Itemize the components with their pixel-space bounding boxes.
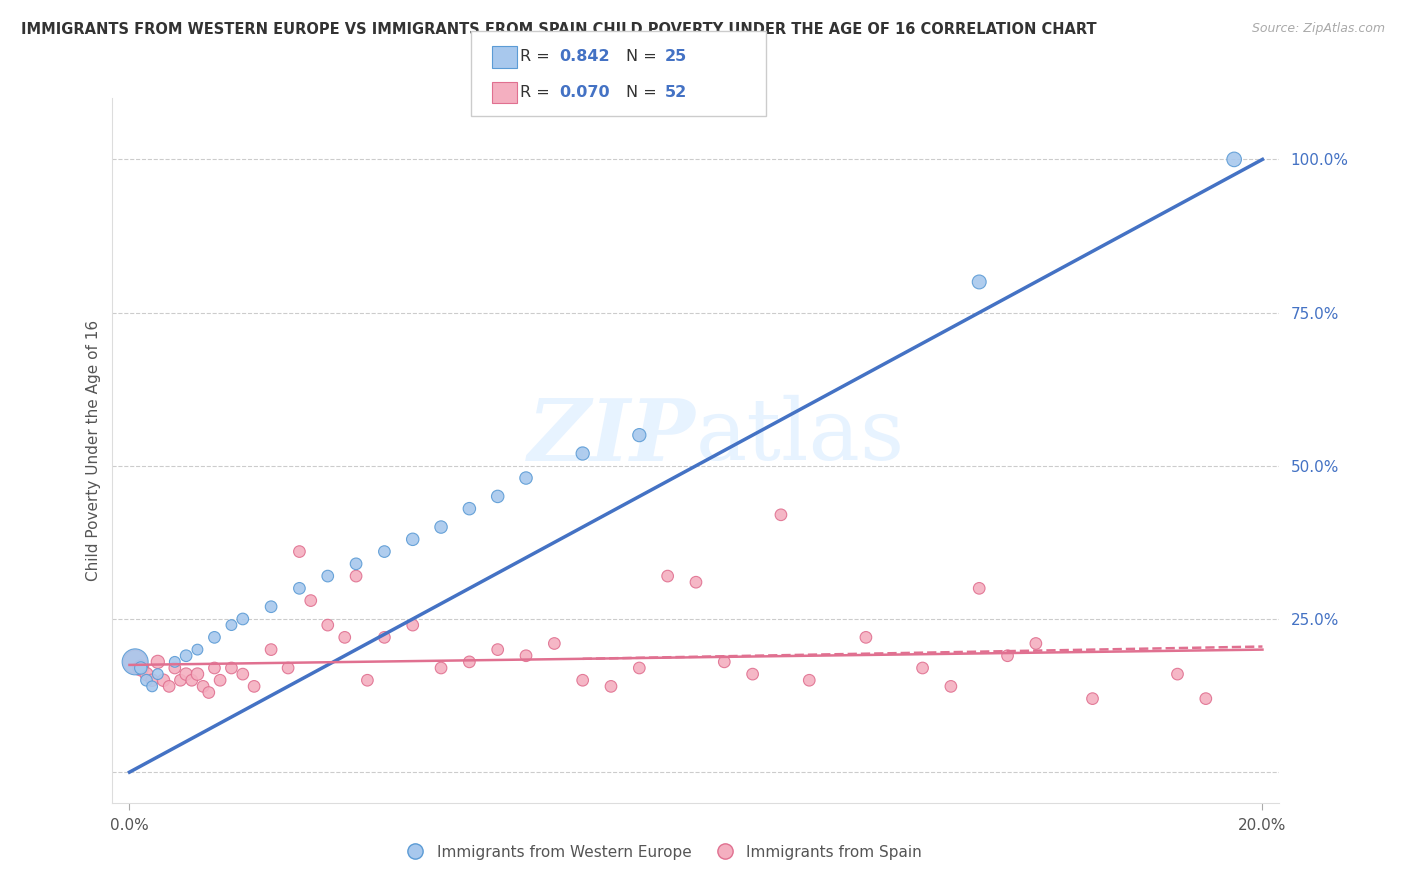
Point — [356, 673, 378, 688]
Point — [141, 673, 163, 688]
Text: N =: N = — [626, 85, 662, 100]
Text: Source: ZipAtlas.com: Source: ZipAtlas.com — [1251, 22, 1385, 36]
Point — [373, 544, 395, 558]
Point — [571, 673, 593, 688]
Point — [204, 631, 226, 645]
Point — [458, 655, 481, 669]
Point — [685, 575, 707, 590]
Point — [344, 569, 367, 583]
Point — [191, 679, 214, 693]
Point — [628, 661, 651, 675]
Point — [277, 661, 299, 675]
Point — [430, 661, 453, 675]
Point — [402, 533, 425, 547]
Point — [129, 661, 152, 675]
Point — [373, 631, 395, 645]
Point — [997, 648, 1019, 663]
Point — [152, 673, 174, 688]
Point — [174, 667, 197, 681]
Text: N =: N = — [626, 49, 662, 64]
Point — [430, 520, 453, 534]
Point — [299, 593, 322, 607]
Point — [1025, 636, 1047, 650]
Text: R =: R = — [520, 85, 555, 100]
Text: IMMIGRANTS FROM WESTERN EUROPE VS IMMIGRANTS FROM SPAIN CHILD POVERTY UNDER THE : IMMIGRANTS FROM WESTERN EUROPE VS IMMIGR… — [21, 22, 1097, 37]
Point — [1223, 153, 1246, 167]
Legend: Immigrants from Western Europe, Immigrants from Spain: Immigrants from Western Europe, Immigran… — [394, 838, 928, 865]
Point — [628, 428, 651, 442]
Point — [657, 569, 679, 583]
Text: R =: R = — [520, 49, 555, 64]
Point — [186, 667, 208, 681]
Point — [135, 667, 157, 681]
Point — [169, 673, 191, 688]
Text: 0.842: 0.842 — [560, 49, 610, 64]
Point — [124, 655, 146, 669]
Point — [288, 582, 311, 596]
Point — [713, 655, 735, 669]
Text: ZIP: ZIP — [529, 394, 696, 478]
Point — [204, 661, 226, 675]
Y-axis label: Child Poverty Under the Age of 16: Child Poverty Under the Age of 16 — [86, 320, 101, 581]
Point — [402, 618, 425, 632]
Point — [316, 618, 339, 632]
Point — [571, 446, 593, 460]
Point — [221, 661, 243, 675]
Point — [799, 673, 821, 688]
Point — [855, 631, 877, 645]
Point — [174, 648, 197, 663]
Text: 52: 52 — [665, 85, 688, 100]
Point — [344, 557, 367, 571]
Point — [163, 655, 186, 669]
Point — [221, 618, 243, 632]
Point — [911, 661, 934, 675]
Point — [1195, 691, 1218, 706]
Point — [180, 673, 202, 688]
Point — [157, 679, 180, 693]
Point — [124, 655, 146, 669]
Point — [515, 648, 537, 663]
Point — [146, 667, 169, 681]
Point — [939, 679, 962, 693]
Point — [515, 471, 537, 485]
Text: 0.070: 0.070 — [560, 85, 610, 100]
Text: 25: 25 — [665, 49, 688, 64]
Text: atlas: atlas — [696, 395, 905, 478]
Point — [1166, 667, 1188, 681]
Point — [967, 275, 990, 289]
Point — [209, 673, 232, 688]
Point — [543, 636, 565, 650]
Point — [146, 655, 169, 669]
Point — [486, 490, 509, 504]
Point — [769, 508, 792, 522]
Point — [741, 667, 763, 681]
Point — [232, 612, 254, 626]
Point — [197, 685, 219, 699]
Point — [135, 673, 157, 688]
Point — [458, 501, 481, 516]
Point — [486, 642, 509, 657]
Point — [141, 679, 163, 693]
Point — [260, 599, 283, 614]
Point — [967, 582, 990, 596]
Point — [243, 679, 266, 693]
Point — [600, 679, 623, 693]
Point — [333, 631, 356, 645]
Point — [316, 569, 339, 583]
Point — [129, 661, 152, 675]
Point — [260, 642, 283, 657]
Point — [232, 667, 254, 681]
Point — [163, 661, 186, 675]
Point — [1081, 691, 1104, 706]
Point — [186, 642, 208, 657]
Point — [288, 544, 311, 558]
